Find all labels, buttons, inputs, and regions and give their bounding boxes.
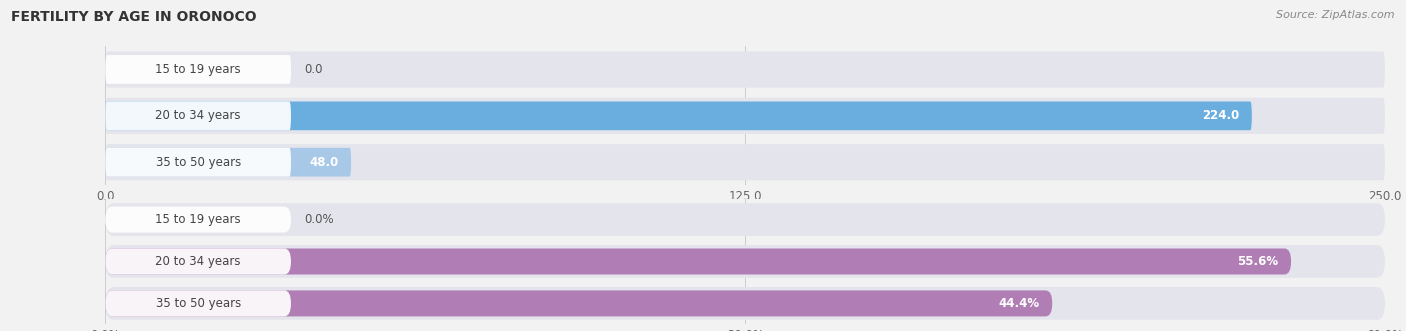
FancyBboxPatch shape: [105, 148, 352, 176]
Text: 35 to 50 years: 35 to 50 years: [156, 297, 240, 310]
FancyBboxPatch shape: [105, 207, 291, 233]
FancyBboxPatch shape: [105, 249, 291, 274]
FancyBboxPatch shape: [105, 287, 1385, 320]
FancyBboxPatch shape: [105, 290, 1052, 316]
FancyBboxPatch shape: [105, 203, 1385, 236]
FancyBboxPatch shape: [105, 290, 291, 316]
FancyBboxPatch shape: [105, 102, 1251, 130]
FancyBboxPatch shape: [105, 245, 1385, 278]
FancyBboxPatch shape: [105, 144, 1385, 180]
Text: 15 to 19 years: 15 to 19 years: [156, 63, 240, 76]
Text: 55.6%: 55.6%: [1237, 255, 1278, 268]
FancyBboxPatch shape: [105, 148, 291, 176]
Text: 15 to 19 years: 15 to 19 years: [156, 213, 240, 226]
FancyBboxPatch shape: [105, 98, 1385, 134]
Text: 20 to 34 years: 20 to 34 years: [156, 109, 240, 122]
FancyBboxPatch shape: [105, 55, 291, 84]
Text: 224.0: 224.0: [1202, 109, 1239, 122]
Text: Source: ZipAtlas.com: Source: ZipAtlas.com: [1277, 10, 1395, 20]
Text: FERTILITY BY AGE IN ORONOCO: FERTILITY BY AGE IN ORONOCO: [11, 10, 257, 24]
Text: 0.0%: 0.0%: [304, 213, 333, 226]
Text: 35 to 50 years: 35 to 50 years: [156, 156, 240, 169]
FancyBboxPatch shape: [105, 249, 1291, 274]
Text: 20 to 34 years: 20 to 34 years: [156, 255, 240, 268]
Text: 48.0: 48.0: [309, 156, 339, 169]
Text: 44.4%: 44.4%: [998, 297, 1039, 310]
FancyBboxPatch shape: [105, 102, 291, 130]
FancyBboxPatch shape: [105, 51, 1385, 88]
Text: 0.0: 0.0: [304, 63, 322, 76]
